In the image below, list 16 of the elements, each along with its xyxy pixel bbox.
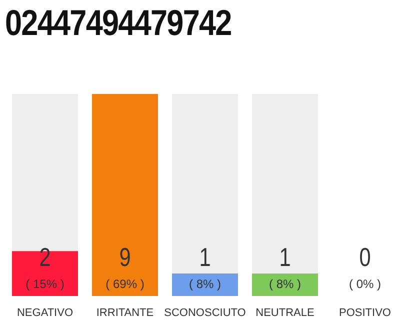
annotation: ( 0% ) — [348, 277, 382, 291]
x-tick-label: NEUTRALE — [256, 307, 314, 319]
data-label: 1 — [279, 242, 291, 272]
annotation: ( 69% ) — [106, 277, 144, 291]
data-label: 0 — [359, 242, 371, 272]
annotation: ( 8% ) — [268, 277, 302, 291]
annotation: ( 15% ) — [26, 277, 64, 291]
x-tick-label: NEGATIVO — [16, 307, 74, 319]
annotation: ( 8% ) — [188, 277, 222, 291]
x-tick-label: POSITIVO — [339, 307, 392, 319]
data-label: 2 — [39, 242, 51, 272]
x-tick-label: SCONOSCIUTO — [164, 307, 246, 319]
data-label: 9 — [119, 242, 131, 272]
data-label: 1 — [199, 242, 211, 272]
chart-title: 02447494479742 — [5, 2, 232, 44]
x-tick-label: IRRITANTE — [96, 307, 154, 319]
